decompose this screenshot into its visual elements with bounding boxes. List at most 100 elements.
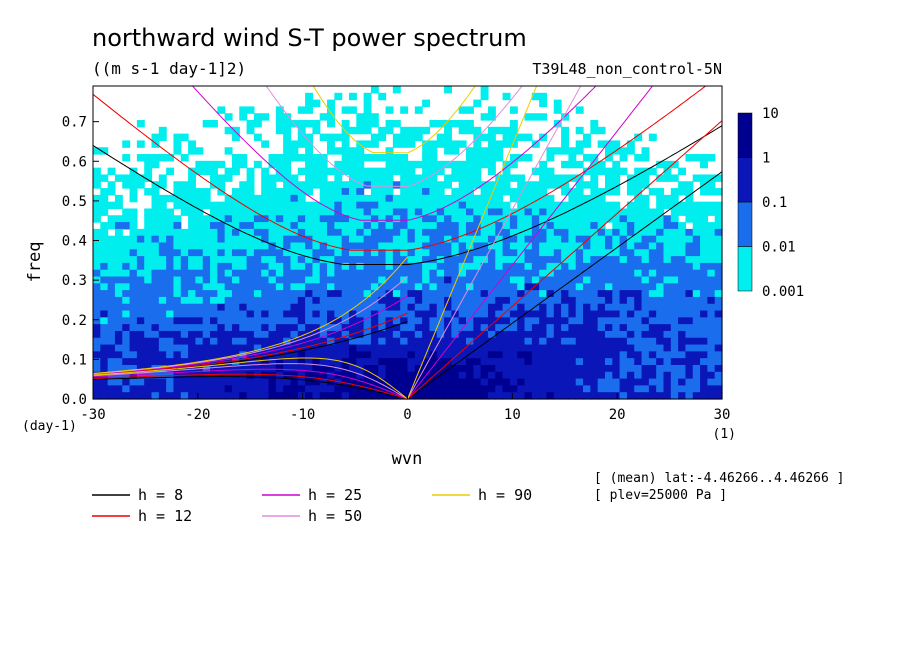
heatmap-cell [370,86,379,94]
heatmap-cell [334,249,343,257]
heatmap-cell [575,174,584,182]
heatmap-cell [663,317,672,325]
heatmap-cell [107,188,116,196]
heatmap-cell [641,208,650,216]
heatmap-cell [517,208,526,216]
heatmap-cell [531,167,540,176]
heatmap-cell [224,385,233,393]
heatmap-cell [444,324,452,332]
heatmap-cell [590,358,599,366]
heatmap-cell [210,276,218,284]
heatmap-cell [583,371,591,380]
heatmap-cell [648,364,657,373]
heatmap-cell [180,385,189,393]
heatmap-cell [173,133,182,142]
heatmap-cell [575,392,584,400]
heatmap-cell [114,344,123,352]
heatmap-cell [429,276,438,284]
heatmap-cell [173,235,182,244]
heatmap-cell [509,262,518,271]
heatmap-cell [648,242,657,250]
heatmap-cell [136,174,145,182]
heatmap-cell [546,358,555,366]
heatmap-cell [604,235,613,244]
heatmap-cell [473,303,482,312]
heatmap-cell [253,344,262,352]
heatmap-cell [283,249,292,257]
heatmap-cell [656,344,665,352]
heatmap-cell [239,215,248,223]
heatmap-cell [422,330,431,339]
heatmap-cell [597,201,606,210]
heatmap-cell [341,330,350,339]
heatmap-cell [685,256,694,264]
heatmap-cell [444,215,452,223]
heatmap-cell [407,208,416,216]
heatmap-cell [93,208,101,216]
heatmap-cell [714,249,723,257]
heatmap-cell [590,215,599,223]
heatmap-cell [546,378,555,386]
heatmap-cell [619,303,628,312]
heatmap-cell [451,337,460,346]
heatmap-cell [583,235,591,244]
heatmap-cell [487,228,496,237]
heatmap-cell [363,194,372,203]
heatmap-cell [275,269,284,278]
heatmap-cell [553,249,562,257]
heatmap-cell [670,317,679,325]
heatmap-cell [312,364,321,373]
heatmap-cell [202,235,211,244]
heatmap-cell [305,378,314,386]
heatmap-cell [151,324,160,332]
heatmap-cell [561,330,569,339]
heatmap-cell [239,337,248,346]
heatmap-cell [429,174,438,182]
heatmap-cell [407,249,416,257]
heatmap-cell [422,276,431,284]
heatmap-cell [231,228,240,237]
heatmap-cell [283,364,292,373]
heatmap-cell [334,235,343,244]
heatmap-cell [626,371,635,380]
heatmap-cell [444,385,452,393]
heatmap-cell [583,269,591,278]
heatmap-cell [458,283,467,291]
heatmap-cell [444,330,452,339]
heatmap-cell [173,392,182,400]
heatmap-cell [158,392,167,400]
heatmap-cell [663,392,672,400]
heatmap-cell [231,392,240,400]
heatmap-cell [553,290,562,298]
heatmap-cell [656,242,665,250]
heatmap-cell [253,337,262,346]
heatmap-cell [217,351,226,359]
heatmap-cell [626,378,635,386]
heatmap-cell [392,385,401,393]
heatmap-cell [539,99,548,108]
heatmap-cell [473,126,482,135]
heatmap-cell [356,222,365,230]
heatmap-cell [451,188,460,196]
heatmap-cell [348,364,357,373]
heatmap-cell [451,364,460,373]
heatmap-cell [480,113,489,121]
heatmap-cell [678,324,687,332]
heatmap-cell [385,256,394,264]
heatmap-cell [436,392,445,400]
heatmap-cell [480,385,489,393]
color-bar-label: 0.001 [762,284,804,300]
heatmap-cell [656,160,665,169]
heatmap-cell [151,235,160,244]
heatmap-cell [158,344,167,352]
heatmap-cell [714,358,723,366]
heatmap-cell [597,324,606,332]
heatmap-cell [253,201,262,210]
heatmap-cell [129,262,138,271]
heatmap-cell [231,167,240,176]
heatmap-cell [114,303,123,312]
heatmap-cell [546,317,555,325]
heatmap-cell [341,120,350,128]
heatmap-cell [436,188,445,196]
heatmap-cell [114,324,123,332]
